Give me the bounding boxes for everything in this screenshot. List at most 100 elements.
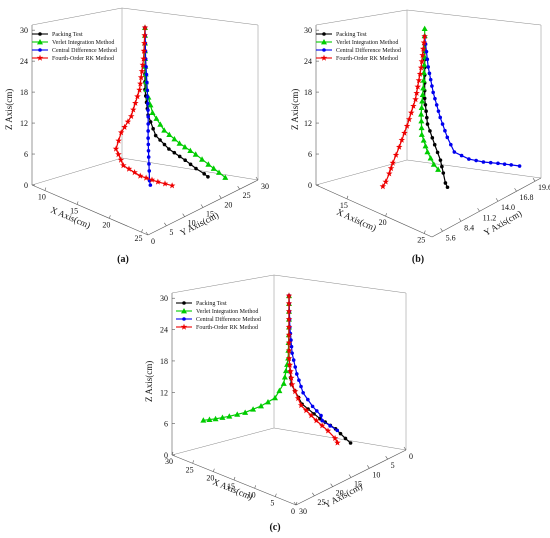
panel-b-x-label: X Axis(cm) xyxy=(335,207,378,233)
panel-b-series-rk-point-11 xyxy=(410,102,417,109)
panel-b-series-central-point-17 xyxy=(452,150,457,154)
panel-a-z-tick-1: 6 xyxy=(24,150,28,159)
panel-a-series-central-point-8 xyxy=(145,88,150,93)
panel-a-series-central-point-14 xyxy=(146,129,150,133)
panel-b-series-packing-point-10 xyxy=(424,109,428,114)
panel-b-series-verlet-point-15 xyxy=(418,131,425,137)
panel-b-series-central-point-25 xyxy=(509,163,514,167)
panel-c-box-back xyxy=(171,274,407,450)
panel-c-x-tick-3: 15 xyxy=(227,482,235,491)
panel-c-series-rk-point-8 xyxy=(285,355,293,362)
panel-b-series-packing-point-11 xyxy=(425,115,429,120)
panel-a-z-tick-3: 18 xyxy=(20,88,28,97)
panel-b-series-verlet-point-21 xyxy=(435,166,442,172)
panel-c-y-tick-0: 30 xyxy=(299,507,307,516)
panel-c-x-tick-mark-4 xyxy=(254,485,256,489)
panel-c-legend-marker-verlet-point-0 xyxy=(181,308,187,314)
panel-b-x-tick-2: 25 xyxy=(417,236,425,245)
panel-b-series-packing-point-15 xyxy=(432,142,437,147)
panel-c-y-tick-4: 10 xyxy=(372,470,380,479)
panel-a-series-rk-point-13 xyxy=(128,112,135,119)
panel-b-series-rk-point-14 xyxy=(403,122,411,129)
panel-b-series-verlet-point-14 xyxy=(418,124,425,131)
panel-b-series-central-point-12 xyxy=(438,115,443,120)
panel-a-y-tick-mark-4 xyxy=(219,195,222,199)
panel-c-series-rk-point-10 xyxy=(287,368,294,375)
panel-a-series-rk-point-19 xyxy=(115,151,122,158)
panel-a-y-tick-mark-1 xyxy=(164,222,167,226)
panel-a-legend-marker-verlet-point-0 xyxy=(37,39,43,45)
panel-c-z-ticks: 0 6 12 18 24 30 xyxy=(160,294,175,460)
panel-b-legend-marker-central-point-0 xyxy=(322,48,326,52)
panel-b-y-axis xyxy=(431,177,542,238)
panel-c-series-rk-point-22 xyxy=(334,439,341,446)
panel-a-legend: Packing Test Verlet Integration MethodCen… xyxy=(32,32,117,62)
panel-c-series-rk-point-15 xyxy=(297,402,305,409)
panel-c-series-packing-point-24 xyxy=(348,441,353,445)
panel-b-series-central-point-13 xyxy=(440,122,445,126)
panel-a-series-rk-point-17 xyxy=(115,137,122,144)
panel-c-series-verlet-point-20 xyxy=(226,413,233,419)
panel-a-series-verlet-point-25 xyxy=(222,174,229,180)
panel-b-z-tick-4: 24 xyxy=(304,57,312,66)
panel-b-z-tick-1: 6 xyxy=(308,150,312,159)
panel-b-caption: (b) xyxy=(412,254,424,265)
panel-b-series-rk-point-10 xyxy=(412,96,419,103)
panel-a-y-ticks: 0 5 10 15 20 25 30 xyxy=(145,176,269,246)
panel-c-series-rk-point-20 xyxy=(324,427,332,434)
panel-b-series-central-point-18 xyxy=(459,153,464,158)
panel-b-x-tick-mark-2 xyxy=(423,230,426,234)
panel-b-series-rk-point-22 xyxy=(382,178,389,185)
panel-b-z-label: Z Axis(cm) xyxy=(290,89,300,130)
panel-b-series-central-line xyxy=(424,36,520,167)
panel-c-legend-marker-rk-point-0 xyxy=(180,323,188,330)
panel-b-series-rk-point-6 xyxy=(416,70,424,77)
panel-a-series-verlet-point-16 xyxy=(171,135,178,142)
panel-b-series-packing-point-8 xyxy=(422,96,427,101)
panel-b-series-central-point-11 xyxy=(436,109,441,113)
panel-b-x-tick-mark-0 xyxy=(346,195,349,199)
panel-b-series-rk-point-8 xyxy=(414,83,421,90)
panel-a-z-tick-2: 12 xyxy=(20,119,28,128)
panel-b-series-rk-point-17 xyxy=(396,143,403,150)
panel-c-series-packing-point-22 xyxy=(338,431,343,436)
panel-a-series-central-point-15 xyxy=(146,136,150,140)
panel-c-series-central-point-14 xyxy=(301,391,305,395)
panel-b: 0 6 12 18 24 30 15 20 25 5.6 8.4 11.2 14.0 16.8 19.6… xyxy=(290,9,550,265)
panel-a-series-rk-point-25 xyxy=(142,174,150,181)
panel-b-series-central-point-7 xyxy=(430,84,434,88)
panel-c-series-rk-point-4 xyxy=(285,323,293,330)
panel-b-series-central-point-4 xyxy=(426,65,431,69)
panel-c-series-packing-line xyxy=(288,295,351,444)
panel-a-series-packing-point-18 xyxy=(167,147,171,151)
panel-b-series xyxy=(379,25,522,190)
panel-c-series-verlet-point-11 xyxy=(281,374,288,380)
panel-a-x-tick-3: 25 xyxy=(135,234,143,243)
panel-b-legend-label-packing: Packing Test xyxy=(336,32,367,38)
panel-b-series-central-point-22 xyxy=(488,160,493,165)
panel-c-z-tick-1: 6 xyxy=(164,420,168,429)
panel-c-series-rk-point-1 xyxy=(285,300,293,307)
panel-c-x-tick-mark-0 xyxy=(171,451,174,456)
panel-c-series-verlet-point-21 xyxy=(219,414,226,420)
panel-a-series-verlet-point-15 xyxy=(166,131,173,138)
panel-c-box-floor xyxy=(171,427,407,456)
panel-a-y-tick-4: 20 xyxy=(224,200,232,209)
panel-c-x-tick-5: 5 xyxy=(270,499,274,508)
panel-c-y-tick-2: 20 xyxy=(336,489,344,498)
panel-a-series-central-point-7 xyxy=(145,80,149,85)
panel-a-series-rk-point-15 xyxy=(121,123,128,130)
panel-a-series-packing-point-22 xyxy=(188,162,193,167)
panel-c-series-verlet-point-15 xyxy=(265,398,271,405)
panel-c-series-verlet-point-24 xyxy=(200,417,207,423)
panel-b-legend-label-central: Central Difference Method xyxy=(336,47,401,54)
panel-c-series-rk-point-12 xyxy=(288,381,296,388)
panel-a-series-packing-point-15 xyxy=(153,133,158,138)
panel-b-legend-label-verlet: Verlet Integration Method xyxy=(336,40,398,46)
panel-b-series-rk-point-4 xyxy=(418,58,426,65)
panel-c-series-verlet-point-22 xyxy=(212,415,219,422)
panel-c-legend-label-central: Central Difference Method xyxy=(196,316,261,323)
panel-c-z-tick-5: 30 xyxy=(160,294,168,303)
panel-c-y-tick-3: 15 xyxy=(354,480,362,489)
panel-a-series-rk-point-0 xyxy=(141,24,149,31)
